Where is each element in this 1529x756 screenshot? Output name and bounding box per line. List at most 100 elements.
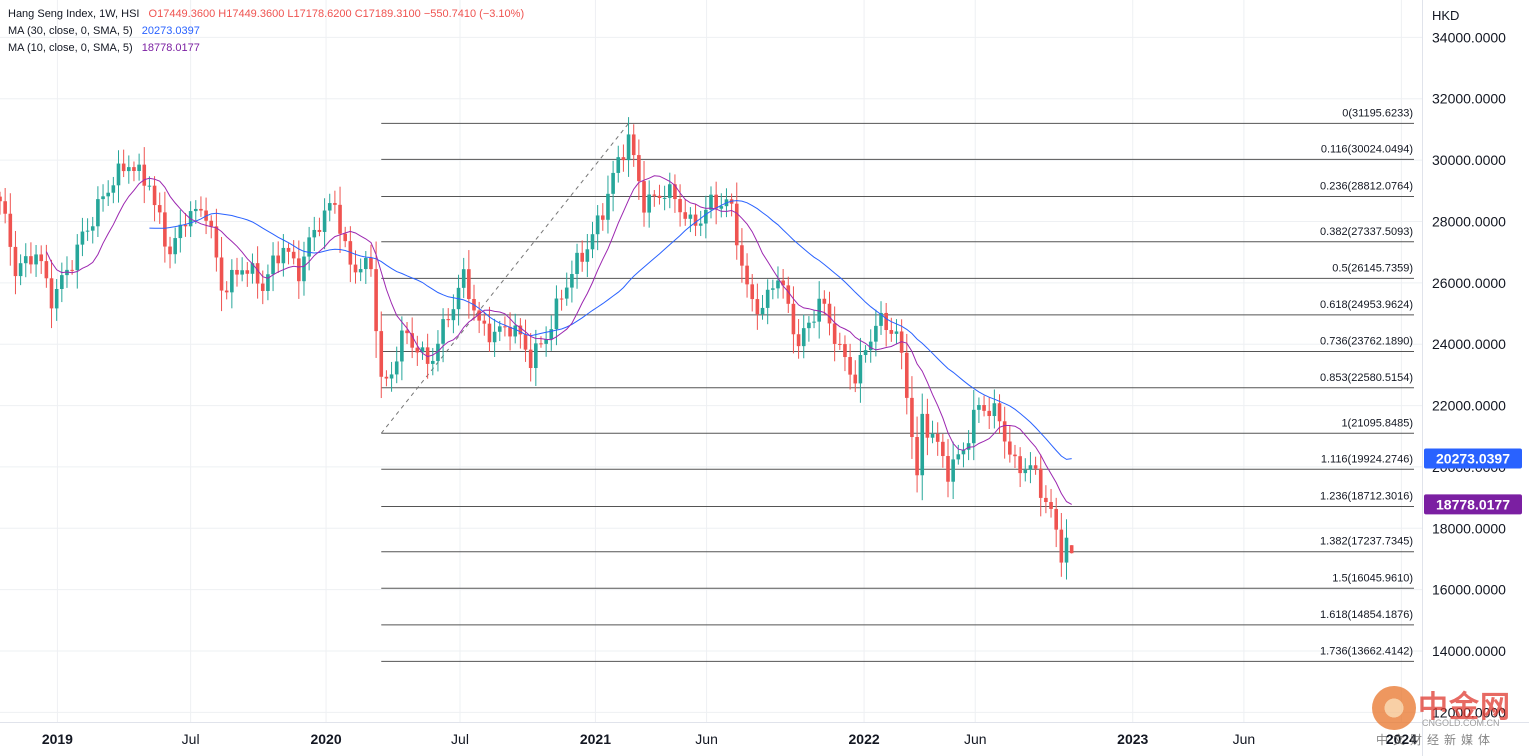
candle-body [657, 195, 662, 198]
symbol-label[interactable]: Hang Seng Index, 1W, HSI [8, 8, 140, 20]
fib-level-label: 1.116(19924.2746) [1321, 453, 1413, 465]
ma10-value: 18778.0177 [141, 42, 200, 54]
candle-body [374, 269, 378, 332]
price-badge-label: 18778.0177 [1436, 496, 1510, 512]
candle-body [168, 246, 172, 255]
candle-body [554, 298, 559, 330]
candle-body [874, 325, 878, 342]
fib-level-label: 0.853(22580.5154) [1320, 372, 1413, 384]
candle-body [224, 290, 229, 293]
y-tick-label: 16000.0000 [1432, 582, 1506, 598]
candle-body [786, 285, 791, 304]
candle-body [173, 238, 177, 255]
ma30-legend[interactable]: MA (30, close, 0, SMA, 5) 20273.0397 [8, 25, 200, 37]
candle-body [925, 413, 930, 438]
fib-level-label: 1.382(17237.7345) [1320, 536, 1413, 548]
candle-body [858, 355, 863, 384]
candle-body [137, 164, 141, 171]
candle-body [90, 226, 95, 231]
candle-body [941, 441, 945, 457]
candle-body [1044, 497, 1048, 503]
candle-body [209, 220, 214, 227]
candle-body [430, 360, 435, 364]
candle-body [523, 334, 528, 350]
candle-body [910, 397, 914, 438]
candle-body [796, 334, 801, 347]
candle-body [750, 284, 755, 300]
candle-body [946, 456, 950, 482]
candle-body [1038, 468, 1043, 498]
candle-body [920, 413, 925, 476]
candle-body [60, 275, 64, 289]
candle-body [843, 344, 847, 358]
fib-level-label: 0(31195.6233) [1342, 107, 1413, 119]
candle-body [1069, 545, 1074, 554]
fib-level-label: 0.236(28812.0764) [1320, 181, 1413, 193]
x-tick-label: 2021 [580, 731, 611, 747]
candle-body [647, 194, 651, 213]
candle-body [662, 197, 667, 199]
ma30-value: 20273.0397 [141, 25, 200, 37]
ma10-legend[interactable]: MA (10, close, 0, SMA, 5) 18778.0177 [8, 42, 200, 54]
candle-body [832, 323, 837, 344]
candle-body [142, 164, 147, 186]
candle-body [801, 328, 806, 347]
x-tick-label: 2023 [1117, 731, 1148, 747]
candle-body [183, 224, 188, 227]
candle-body [781, 280, 785, 286]
candle-body [477, 310, 481, 321]
candle-body [307, 237, 311, 257]
candle-body [590, 234, 595, 250]
candle-body [240, 270, 244, 275]
candle-body [0, 196, 2, 202]
candle-body [85, 230, 90, 232]
candle-body [863, 350, 868, 356]
candle-body [394, 361, 399, 375]
candle-body [487, 323, 492, 343]
y-tick-label: 22000.0000 [1432, 398, 1506, 414]
candle-body [163, 212, 167, 247]
candle-body [915, 437, 919, 476]
candle-body [1064, 537, 1069, 563]
candle-body [127, 167, 131, 172]
candle-body [961, 449, 966, 455]
candle-body [327, 203, 332, 211]
x-tick-label: Jun [964, 731, 987, 747]
candle-body [353, 264, 358, 273]
candle-body [29, 256, 33, 265]
candle-body [838, 343, 842, 345]
candle-body [286, 247, 291, 252]
x-tick-label: 2024 [1386, 731, 1417, 747]
candle-body [281, 247, 286, 264]
fib-level-label: 1.5(16045.9610) [1332, 572, 1413, 584]
candle-body [44, 261, 49, 279]
candle-body [667, 184, 672, 198]
fib-level-label: 0.618(24953.9624) [1320, 299, 1413, 311]
candle-body [1028, 465, 1033, 470]
ma10-line [45, 175, 1072, 505]
candle-body [740, 245, 744, 266]
candle-body [333, 203, 337, 205]
candle-body [868, 341, 873, 351]
candle-body [626, 134, 631, 161]
candle-body [977, 405, 981, 410]
candle-body [791, 303, 796, 335]
candle-body [260, 283, 265, 292]
candle-body [559, 298, 564, 300]
candle-body [230, 269, 234, 293]
candle-body [219, 257, 224, 291]
candle-body [935, 433, 940, 442]
candle-body [827, 303, 832, 324]
fib-level-label: 0.116(30024.0494) [1321, 143, 1413, 155]
candle-body [116, 163, 121, 186]
candle-body [1049, 502, 1053, 509]
candle-body [884, 312, 888, 331]
candle-body [369, 258, 373, 270]
low-value: L17178.6200 [287, 8, 352, 20]
candle-body [642, 181, 646, 213]
candle-body [528, 349, 533, 369]
candle-body [771, 288, 775, 290]
candle-body [106, 192, 110, 197]
candle-body [570, 274, 574, 288]
